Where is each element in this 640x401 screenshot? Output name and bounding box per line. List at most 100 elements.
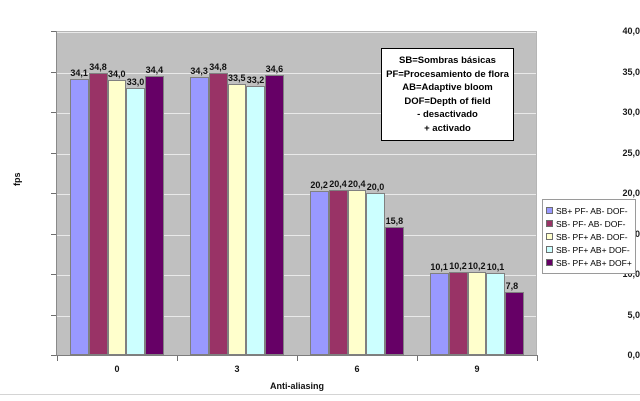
gridline [57, 194, 536, 195]
bottom-divider [0, 394, 640, 395]
y-tick-label: 20,0 [622, 188, 640, 198]
y-tick-mark [51, 31, 56, 32]
gridline [57, 72, 536, 74]
legend-item[interactable]: SB+ PF- AB- DOF- [546, 204, 633, 217]
bar-value-label: 20,4 [348, 178, 366, 189]
legend-swatch-icon [546, 207, 553, 214]
bar-value-label: 34,4 [145, 65, 164, 76]
y-tick-label: 30,0 [622, 107, 640, 117]
bar-value-label: 33,5 [228, 72, 246, 83]
legend-item-label: SB- PF+ AB- DOF- [556, 231, 628, 242]
y-tick-label: 40,0 [622, 26, 640, 36]
legend-item[interactable]: SB- PF- AB- DOF- [546, 217, 633, 230]
legend-definitions-box: SB=Sombras básicas PF=Procesamiento de fl… [381, 48, 514, 141]
bar-value-label: 10,2 [449, 261, 467, 272]
bar [467, 272, 487, 355]
bar-value-label: 7,8 [505, 280, 519, 291]
gridline [57, 234, 536, 236]
y-axis-line [56, 31, 57, 356]
legend-definition-line: SB=Sombras básicas [399, 55, 496, 66]
bar [347, 189, 367, 355]
y-tick-label: 10,0 [622, 269, 640, 279]
y-tick-mark [51, 152, 56, 154]
x-axis-title: Anti-aliasing [269, 381, 324, 391]
legend-definition-line: AB=Adaptive bloom [402, 82, 493, 93]
gridline [57, 113, 536, 114]
legend-swatch-icon [546, 233, 553, 240]
bar-value-label: 15,8 [385, 216, 404, 227]
y-tick-mark [51, 314, 56, 316]
legend-definition-line: + activado [424, 122, 471, 134]
y-tick-label: 5,0 [627, 309, 640, 320]
y-tick-mark [51, 233, 56, 235]
bar [448, 272, 468, 355]
x-tick-label: 9 [474, 364, 480, 374]
bar [505, 291, 524, 355]
bar-value-label: 34,8 [209, 62, 227, 73]
legend-swatch-icon [546, 220, 553, 227]
bar-value-label: 20,0 [366, 182, 385, 192]
gridline [57, 153, 536, 155]
bar [385, 227, 404, 355]
bar [70, 78, 89, 355]
y-tick-mark [51, 274, 56, 275]
legend-item-label: SB- PF+ AB+ DOF+ [556, 257, 632, 268]
bar-value-label: 10,1 [486, 262, 505, 273]
bar [126, 87, 146, 355]
x-tick-mark [537, 356, 538, 361]
y-axis-title: fps [12, 172, 22, 187]
bar-value-label: 33,2 [246, 75, 265, 86]
y-tick-mark [51, 112, 56, 113]
y-tick-mark [51, 71, 56, 73]
legend-definition-line: - desactivado [417, 109, 478, 120]
bar [246, 86, 266, 355]
x-tick-label: 0 [114, 364, 120, 374]
bar-value-label: 34,0 [108, 68, 126, 79]
bar-value-label: 34,6 [265, 63, 284, 74]
bar-value-label: 34,3 [190, 66, 208, 77]
bar [430, 273, 449, 355]
bar [310, 191, 329, 355]
bar-value-label: 10,1 [430, 262, 448, 273]
gridline [57, 275, 536, 276]
bar [265, 74, 284, 355]
bar [107, 79, 127, 355]
legend-item-label: SB+ PF- AB- DOF- [556, 205, 628, 216]
legend-item[interactable]: SB- PF+ AB+ DOF+ [546, 256, 633, 269]
x-tick-label: 3 [234, 364, 240, 374]
y-tick-mark [51, 193, 56, 194]
legend-definition-line: DOF=Depth of field [404, 95, 491, 107]
legend-item-label: SB- PF- AB- DOF- [556, 218, 626, 229]
x-tick-mark [417, 356, 418, 361]
legend-item[interactable]: SB- PF+ AB+ DOF- [546, 243, 633, 256]
y-tick-label: 0,0 [627, 350, 640, 360]
legend-definition-line: PF=Procesamiento de flora [386, 68, 509, 80]
y-tick-mark [51, 355, 56, 356]
legend-swatch-icon [546, 259, 553, 266]
bar-value-label: 20,4 [329, 178, 347, 189]
legend-swatch-icon [546, 246, 553, 253]
bar-value-label: 33,0 [126, 76, 145, 87]
bar [486, 273, 506, 355]
y-tick-label: 35,0 [622, 66, 640, 77]
gridline [57, 315, 536, 317]
bar [208, 73, 228, 355]
bar [227, 83, 247, 355]
y-tick-label: 25,0 [622, 147, 640, 158]
bar-value-label: 20,2 [310, 180, 328, 191]
chart-legend: SB+ PF- AB- DOF- SB- PF- AB- DOF- SB- PF+ … [542, 199, 636, 274]
x-tick-label: 6 [354, 364, 360, 374]
x-tick-mark [177, 356, 178, 361]
x-tick-mark [297, 356, 298, 361]
x-axis-line [56, 355, 538, 356]
bar-value-label: 34,1 [70, 67, 88, 78]
x-tick-mark [57, 356, 58, 361]
bar-value-label: 10,2 [468, 261, 486, 272]
bar [190, 77, 209, 355]
bar-value-label: 34,8 [89, 62, 107, 73]
legend-item[interactable]: SB- PF+ AB- DOF- [546, 230, 633, 243]
bar [366, 193, 386, 355]
bar [328, 189, 348, 355]
bar [88, 73, 108, 355]
